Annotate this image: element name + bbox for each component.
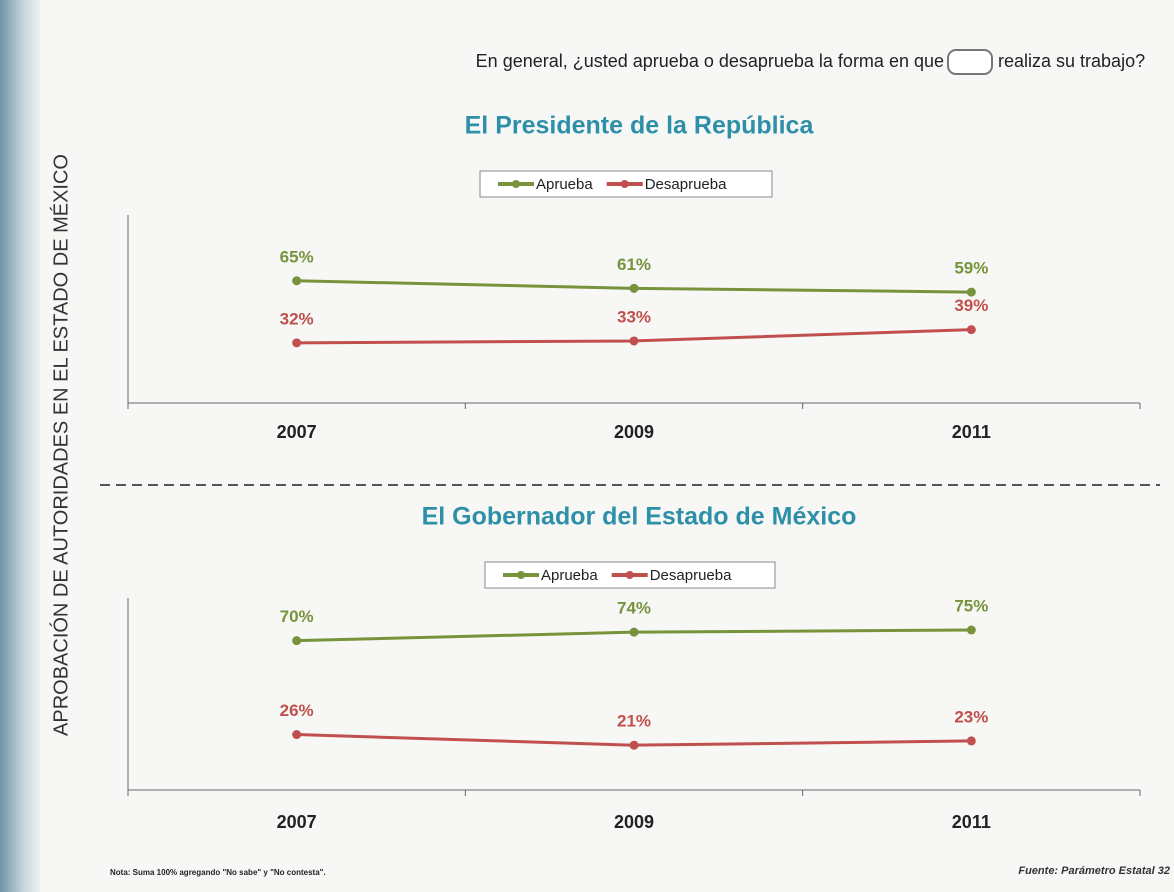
data-label: 26% [280, 701, 314, 720]
data-label: 59% [954, 259, 988, 278]
data-label: 39% [954, 296, 988, 315]
placeholder-icon [947, 49, 993, 75]
x-tick-label: 2011 [952, 812, 991, 832]
x-tick-label: 2011 [952, 422, 991, 442]
chart-title: El Gobernador del Estado de México [422, 503, 857, 531]
point [966, 625, 976, 635]
point [966, 287, 976, 297]
point [629, 740, 639, 750]
data-label: 65% [280, 247, 314, 266]
legend-swatch-dot [620, 180, 629, 188]
data-label: 32% [280, 309, 314, 328]
point [629, 336, 639, 346]
point [966, 736, 976, 746]
data-label: 61% [617, 255, 651, 274]
x-tick-label: 2007 [277, 422, 317, 442]
side-title: APROBACIÓN DE AUTORIDADES EN EL ESTADO D… [49, 154, 72, 736]
point [966, 325, 976, 335]
legend-label: Aprueba [541, 567, 598, 584]
data-label: 70% [280, 607, 314, 626]
source: Fuente: Parámetro Estatal 32 [1018, 865, 1170, 877]
point [292, 338, 302, 348]
legend-swatch-dot [517, 571, 525, 579]
point [292, 636, 302, 646]
data-label: 75% [954, 596, 988, 615]
x-tick-label: 2009 [614, 812, 654, 832]
legend-label: Desaprueba [645, 176, 727, 193]
legend-label: Aprueba [536, 176, 593, 193]
point [629, 627, 639, 637]
x-tick-label: 2009 [614, 422, 654, 442]
legend-swatch-dot [625, 571, 634, 579]
point [292, 276, 302, 286]
side-band [0, 0, 40, 892]
data-label: 33% [617, 307, 651, 326]
point [629, 283, 639, 293]
data-label: 74% [617, 599, 651, 618]
legend-label: Desaprueba [650, 567, 732, 584]
data-label: 23% [954, 707, 988, 726]
point [292, 730, 302, 740]
data-label: 21% [617, 712, 651, 731]
question: En general, ¿usted aprueba o desaprueba … [476, 51, 944, 71]
question-end: realiza su trabajo? [998, 51, 1145, 71]
chart-title: El Presidente de la República [465, 112, 815, 140]
legend-swatch-dot [512, 180, 520, 188]
x-tick-label: 2007 [277, 812, 317, 832]
note: Nota: Suma 100% agregando "No sabe" y "N… [110, 868, 326, 877]
